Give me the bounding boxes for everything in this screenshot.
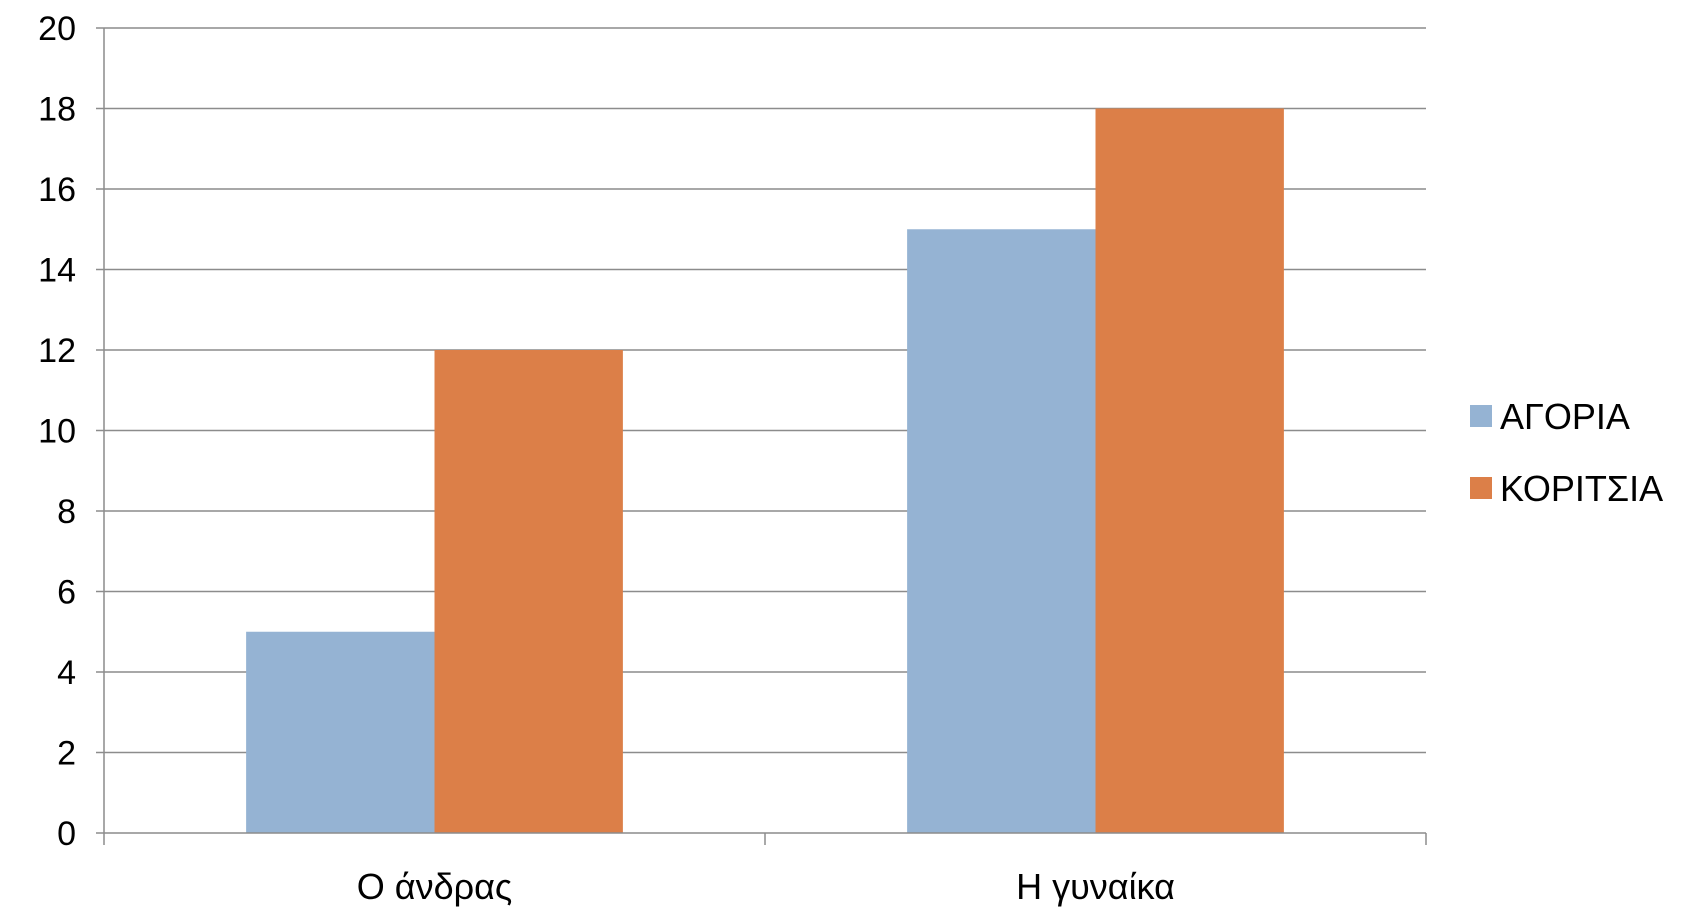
- bar-girls-0: [434, 350, 623, 833]
- bars: [246, 108, 1284, 833]
- bar-boys-0: [246, 631, 435, 833]
- y-tick-label: 2: [57, 735, 76, 773]
- y-tick-label: 14: [38, 252, 76, 290]
- y-tick-label: 18: [38, 91, 76, 129]
- y-tick-label: 16: [38, 171, 76, 209]
- y-tick-label: 6: [57, 574, 76, 612]
- legend-label: ΚΟΡΙΤΣΙΑ: [1500, 468, 1663, 509]
- bar-boys-1: [907, 229, 1096, 833]
- axes: [96, 27, 1427, 845]
- legend-label: ΑΓΟΡΙΑ: [1500, 396, 1630, 437]
- legend-swatch: [1470, 477, 1492, 499]
- y-tick-label: 12: [38, 332, 76, 370]
- bar-girls-1: [1095, 108, 1284, 833]
- legend-swatch: [1470, 405, 1492, 427]
- y-tick-label: 20: [38, 10, 76, 48]
- x-category-labels: Ο άνδρας Η γυναίκα: [357, 866, 1175, 907]
- y-tick-label: 8: [57, 493, 76, 531]
- x-category-label: Ο άνδρας: [357, 866, 513, 907]
- y-tick-label: 10: [38, 413, 76, 451]
- y-tick-label: 0: [57, 815, 76, 853]
- x-category-label: Η γυναίκα: [1016, 866, 1175, 907]
- legend: ΑΓΟΡΙΑ ΚΟΡΙΤΣΙΑ: [1470, 396, 1663, 509]
- y-tick-labels: 0 2 4 6 8 10 12 14 16 18 20: [38, 10, 76, 853]
- y-tick-label: 4: [57, 654, 76, 692]
